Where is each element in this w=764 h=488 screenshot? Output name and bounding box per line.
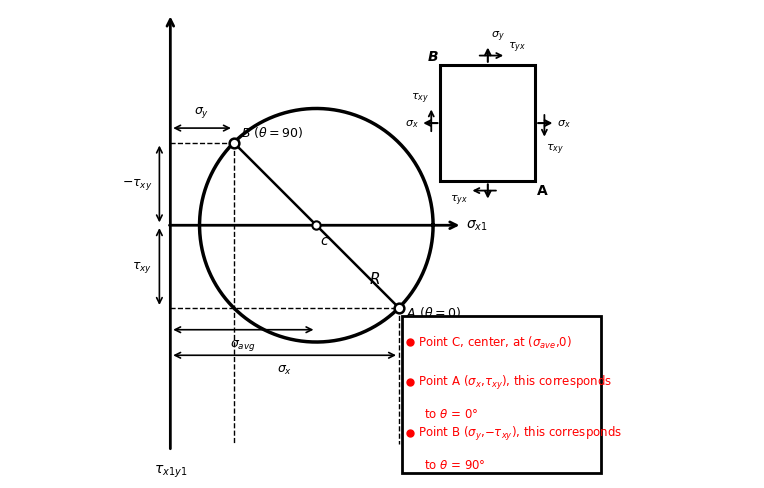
- Text: $B\ (\theta=90)$: $B\ (\theta=90)$: [241, 125, 303, 140]
- Text: $\tau_{yx}$: $\tau_{yx}$: [508, 40, 526, 55]
- Text: $\tau_{x1y1}$: $\tau_{x1y1}$: [154, 463, 187, 479]
- Text: $\tau_{xy}$: $\tau_{xy}$: [132, 260, 152, 274]
- Bar: [440, 65, 536, 182]
- Text: $-\tau_{xy}$: $-\tau_{xy}$: [121, 177, 152, 192]
- Text: A: A: [537, 184, 548, 198]
- Text: $\sigma_{x1}$: $\sigma_{x1}$: [466, 219, 487, 233]
- Text: $\tau_{xy}$: $\tau_{xy}$: [546, 142, 564, 156]
- Text: $\sigma_x$: $\sigma_x$: [277, 363, 292, 376]
- Text: Point A ($\sigma_x$,$\tau_{xy}$), this corresponds: Point A ($\sigma_x$,$\tau_{xy}$), this c…: [419, 373, 613, 391]
- Text: to $\theta$ = 90°: to $\theta$ = 90°: [424, 458, 486, 471]
- Text: $\sigma_x$: $\sigma_x$: [405, 118, 419, 130]
- Text: B: B: [428, 50, 439, 64]
- Text: $\sigma_{avg}$: $\sigma_{avg}$: [231, 337, 256, 352]
- Text: $\sigma_x$: $\sigma_x$: [557, 118, 571, 130]
- Text: Point B ($\sigma_y$,$-\tau_{xy}$), this corresponds: Point B ($\sigma_y$,$-\tau_{xy}$), this …: [419, 425, 623, 442]
- Text: $\tau_{yx}$: $\tau_{yx}$: [450, 193, 468, 207]
- Bar: [402, 317, 601, 473]
- Text: Point C, center, at ($\sigma_{ave}$,0): Point C, center, at ($\sigma_{ave}$,0): [419, 334, 572, 350]
- Text: $A\ (\theta=0)$: $A\ (\theta=0)$: [406, 305, 461, 320]
- Text: to $\theta$ = 0°: to $\theta$ = 0°: [424, 407, 478, 420]
- Text: $\tau_{xy}$: $\tau_{xy}$: [412, 91, 429, 105]
- Text: c: c: [320, 233, 328, 247]
- Text: $\sigma_y$: $\sigma_y$: [195, 105, 209, 120]
- Text: $\sigma_y$: $\sigma_y$: [491, 29, 505, 44]
- Text: $R$: $R$: [368, 271, 380, 286]
- Text: y: y: [478, 86, 484, 97]
- Text: x: x: [515, 127, 522, 138]
